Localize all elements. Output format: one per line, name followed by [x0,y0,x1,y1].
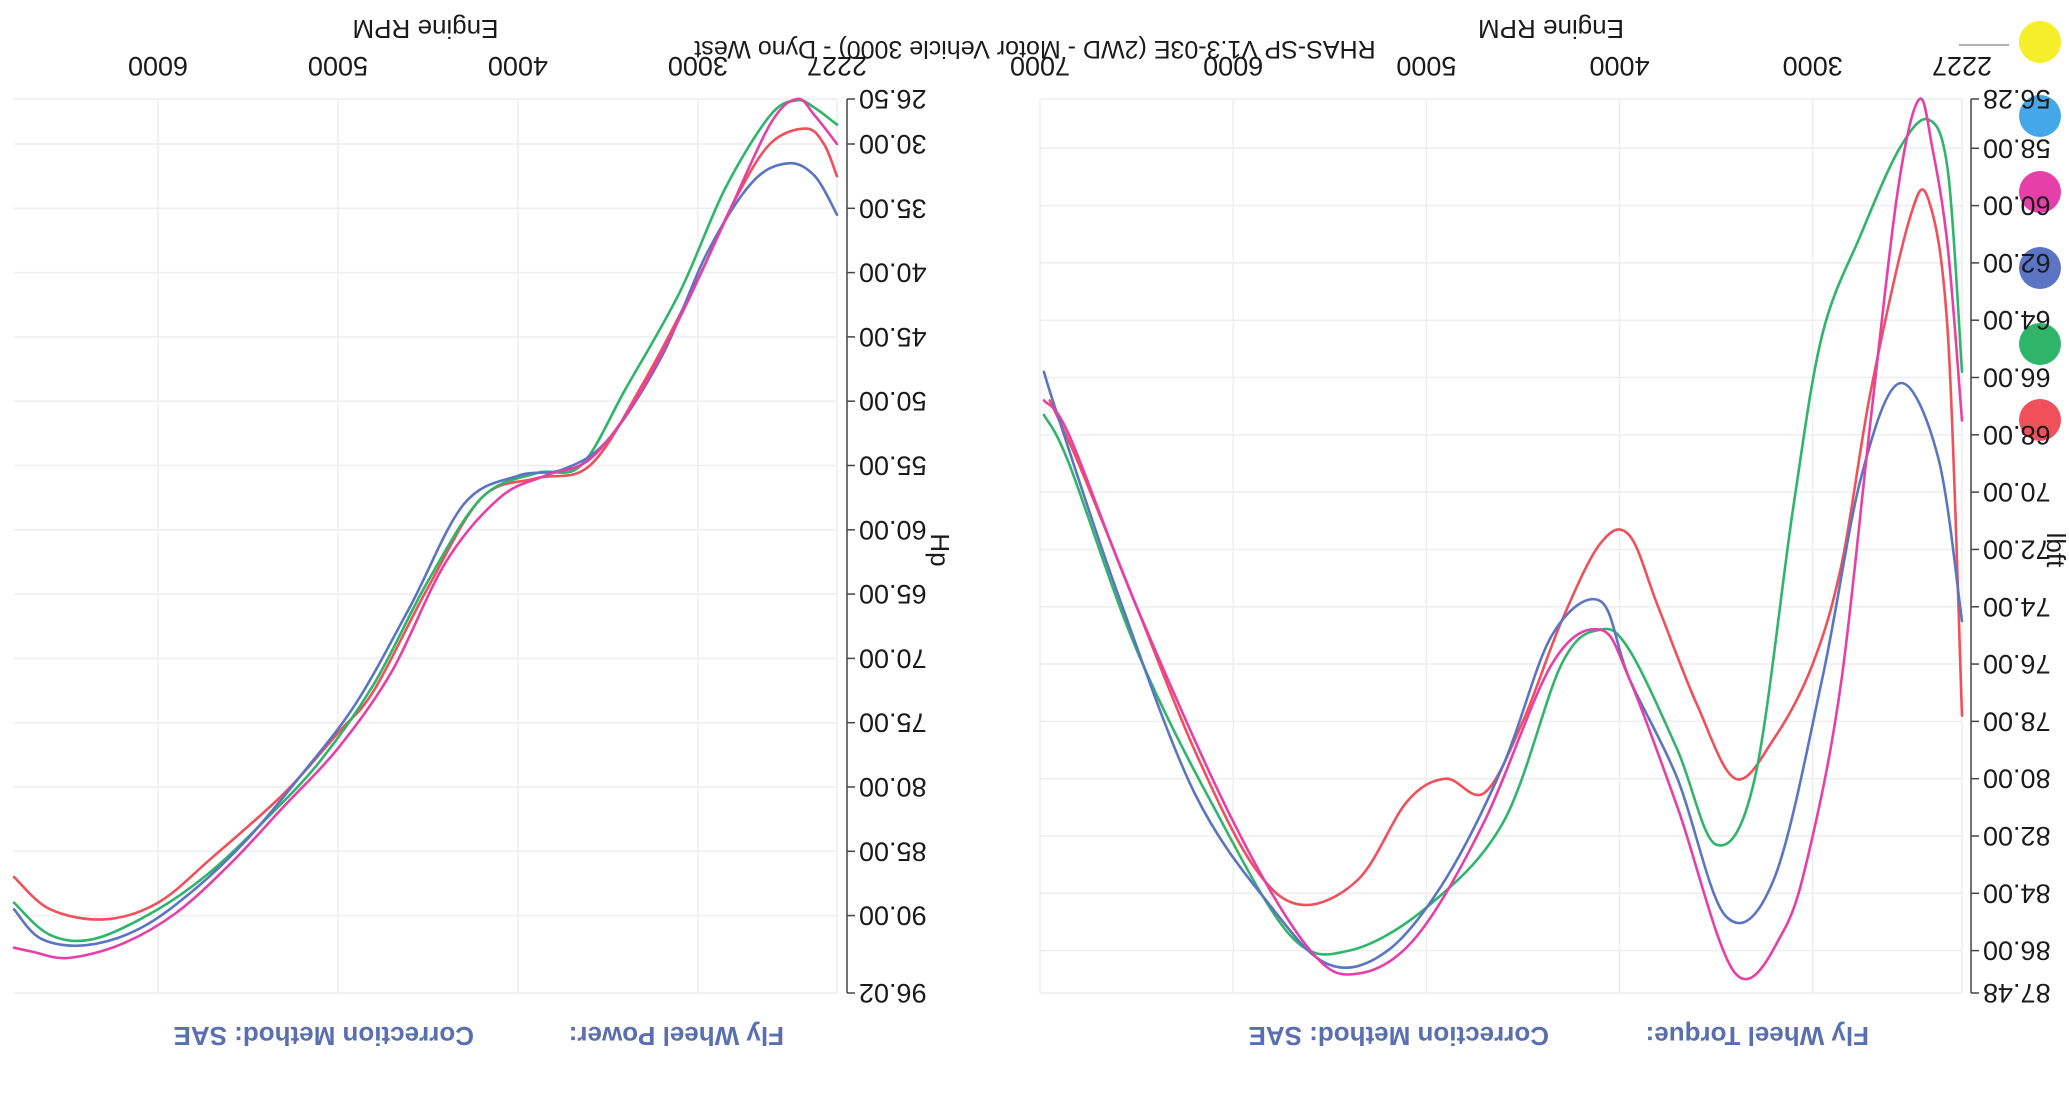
y-tick-label: 64.00 [1983,305,2051,335]
y-tick-label: 30.00 [859,129,927,159]
y-tick-label: 40.00 [859,258,927,288]
correction-method: Correction Method: SAE [174,1021,474,1051]
correction-method: Correction Method: SAE [1249,1021,1549,1051]
y-tick-label: 60.00 [1983,191,2051,221]
y-tick-label: 80.00 [1983,764,2051,794]
y-tick-label: 90.00 [859,901,927,931]
x-tick-label: 2227 [1932,51,1992,81]
series-line-torque-4 [1042,97,1964,981]
x-tick-label: 5000 [1396,51,1456,81]
magenta-swatch [2019,171,2061,213]
y-tick-label: 84.00 [1983,878,2051,908]
panel-header: Fly Wheel Power: [569,1021,784,1051]
x-tick-label: 3000 [668,51,728,81]
y-tick-label: 96.02 [859,978,927,1008]
series-line-torque-1 [1048,188,1964,907]
torque-panel: 56.28 58.00 60.00 62.00 64.00 66.00 68.00 70.00… [1010,14,2069,1051]
x-tick-label: 2227 [807,51,867,81]
y-tick-label: 45.00 [859,322,927,352]
y-tick-label: 74.00 [1983,592,2051,622]
y-tick-label: 70.00 [1983,477,2051,507]
blue-swatch [2019,95,2061,137]
y-tick-label: 78.00 [1983,706,2051,736]
series-line-power-2 [12,98,839,943]
y-axis-title: lbft [2041,533,2069,568]
x-tick-label: 4000 [488,51,548,81]
x-tick-label: 5000 [308,51,368,81]
y-tick-label: 82.00 [1983,821,2051,851]
y-tick-label: 68.00 [1983,420,2051,450]
y-tick-label: 87.48 [1983,978,2051,1008]
yellow-swatch [2019,21,2061,63]
power-panel: 26.50 30.00 35.00 40.00 45.00 50.00 55.00 60.00… [12,14,955,1051]
y-tick-label: 50.00 [859,386,927,416]
x-tick-label: 7000 [1010,51,1070,81]
y-tick-label: 58.00 [1983,133,2051,163]
green-swatch [2019,323,2061,365]
y-tick-label: 65.00 [859,579,927,609]
indigo-swatch [2019,247,2061,289]
series-line-power-4 [12,97,839,960]
red-swatch [2019,399,2061,441]
y-axis-title: Hp [925,533,955,566]
x-tick-label: 6000 [128,51,188,81]
series-line-power-3 [12,161,839,948]
x-tick-label: 3000 [1783,51,1843,81]
y-tick-label: 75.00 [859,708,927,738]
y-tick-label: 62.00 [1983,248,2051,278]
y-tick-label: 70.00 [859,643,927,673]
legend-swatches [2019,21,2061,441]
footer-title: RHAS-SP V1.3-03E (2WD - Motor Vehicle 30… [694,35,1375,63]
x-tick-label: 6000 [1203,51,1263,81]
y-tick-label: 76.00 [1983,649,2051,679]
y-tick-label: 72.00 [1983,534,2051,564]
y-tick-label: 26.50 [859,84,927,114]
y-tick-label: 85.00 [859,836,927,866]
y-tick-label: 60.00 [859,515,927,545]
series-line-torque-2 [1042,117,1964,956]
y-tick-label: 66.00 [1983,363,2051,393]
y-tick-label: 56.28 [1983,84,2051,114]
x-tick-label: 4000 [1589,51,1649,81]
y-tick-label: 55.00 [859,450,927,480]
x-axis-title: Engine RPM [353,14,499,44]
x-axis-title: Engine RPM [1478,14,1624,44]
y-tick-label: 86.00 [1983,936,2051,966]
y-tick-label: 80.00 [859,772,927,802]
panel-header: Fly Wheel Torque: [1646,1021,1869,1051]
y-tick-label: 35.00 [859,193,927,223]
series-line-torque-3 [1042,370,1964,969]
